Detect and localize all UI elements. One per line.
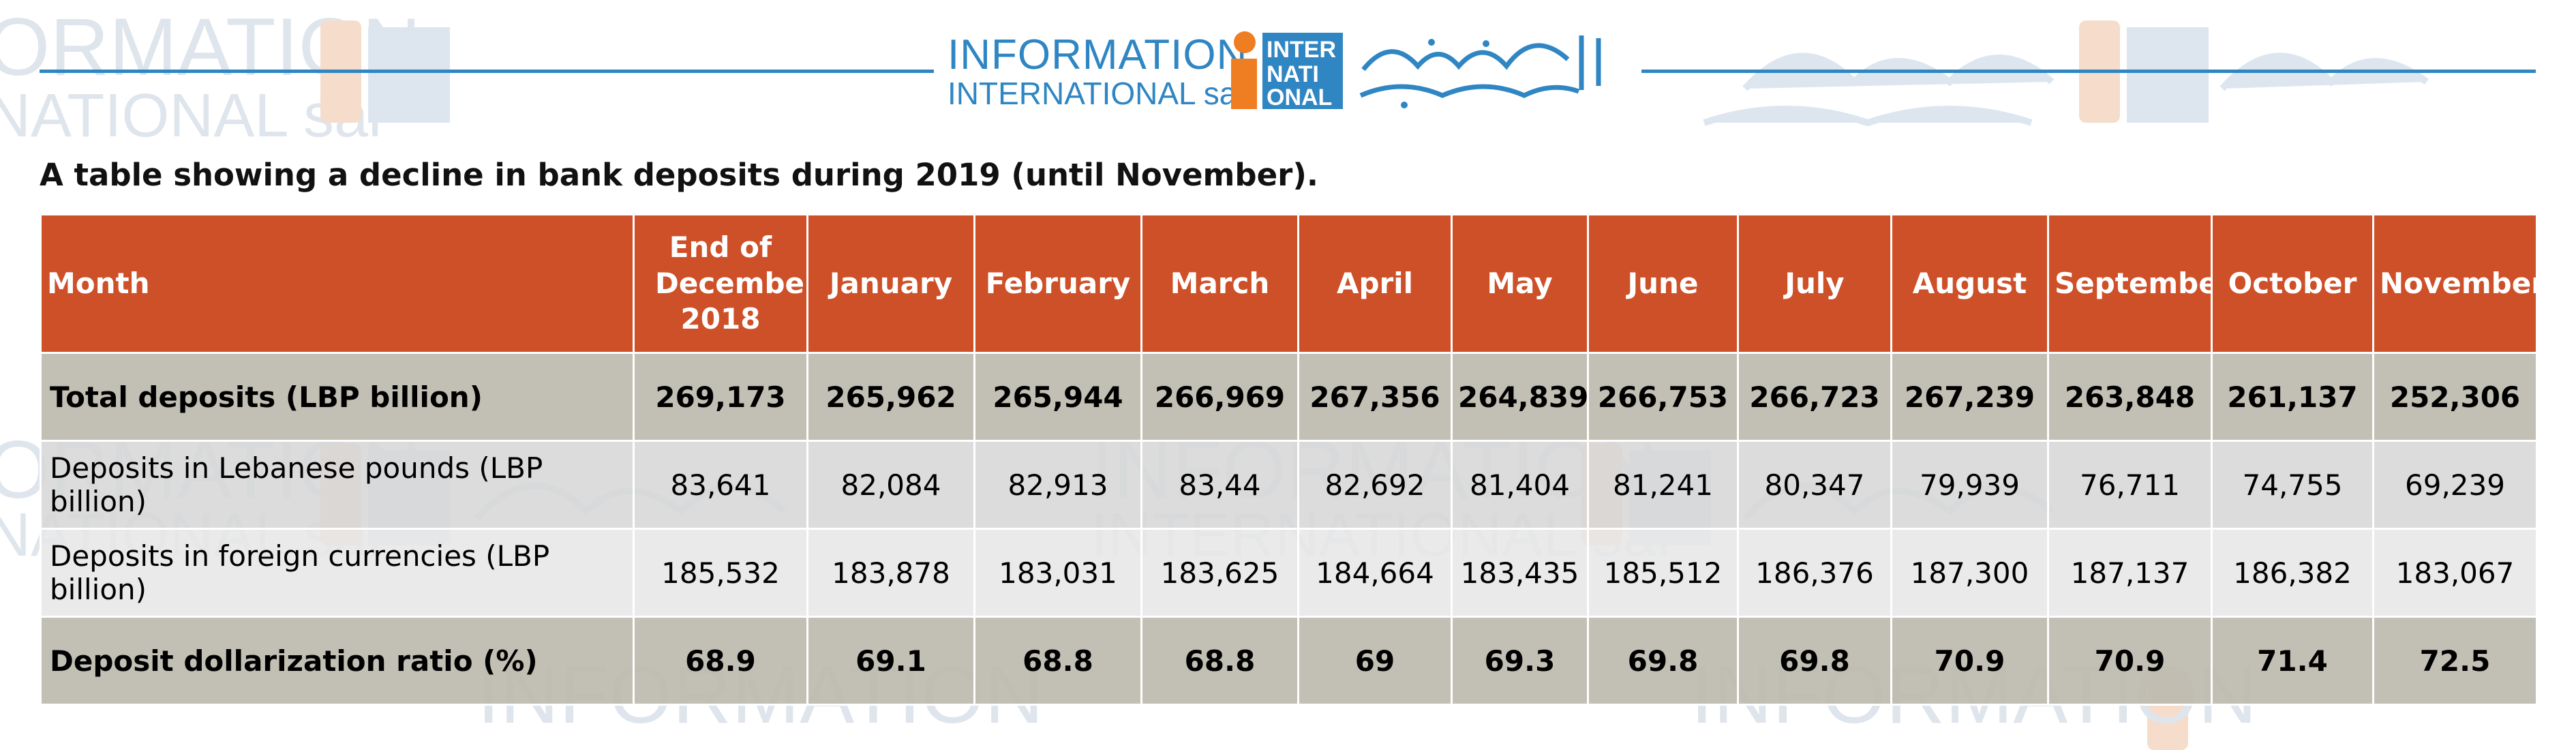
table-cell: 68.8	[1140, 616, 1299, 706]
table-cell: 186,382	[2211, 528, 2374, 618]
header-cell-january: January	[806, 213, 975, 354]
table-cell: 82,692	[1297, 440, 1453, 530]
table-cell: 70.9	[2047, 616, 2213, 706]
logo-mark-icon: INTER NATI ONAL	[1231, 31, 1601, 110]
table-cell: 72.5	[2372, 616, 2538, 706]
table-cell: 264,839	[1451, 352, 1589, 442]
table-cell: 186,376	[1737, 528, 1892, 618]
watermark-logo-top-left: ORMATION NATIONAL sal	[0, 1, 450, 150]
logo-mark-line-2: NATI	[1267, 61, 1319, 87]
table-cell: 80,347	[1737, 440, 1892, 530]
table-row-total-deposits: Total deposits (LBP billion) 269,173 265…	[40, 352, 2538, 442]
header-cell-june: June	[1587, 213, 1739, 354]
row-label: Deposit dollarization ratio (%)	[40, 616, 635, 706]
table-cell: 269,173	[633, 352, 808, 442]
table-cell: 187,300	[1890, 528, 2049, 618]
logo-line-2: INTERNATIONAL sal	[948, 76, 1244, 111]
logo-line-1: INFORMATION	[948, 31, 1248, 78]
header-cell-dec-2018: End of December 2018	[633, 213, 808, 354]
logo-international-block: INTER NATI ONAL	[1262, 33, 1343, 110]
table-cell: 81,241	[1587, 440, 1739, 530]
bank-deposits-table: Month End of December 2018 January Febru…	[40, 213, 2538, 706]
table-cell: 183,435	[1451, 528, 1589, 618]
header-cell-september: September	[2047, 213, 2213, 354]
table-cell: 76,711	[2047, 440, 2213, 530]
header-rule-left	[40, 70, 934, 73]
header-cell-november: November	[2372, 213, 2538, 354]
row-label: Deposits in Lebanese pounds (LBP billion…	[40, 440, 635, 530]
header-cell-month: Month	[40, 213, 635, 354]
table-header-row: Month End of December 2018 January Febru…	[40, 213, 2538, 354]
row-label: Total deposits (LBP billion)	[40, 352, 635, 442]
table-cell: 69	[1297, 616, 1453, 706]
table-cell: 183,067	[2372, 528, 2538, 618]
table-cell: 183,031	[973, 528, 1142, 618]
table-cell: 252,306	[2372, 352, 2538, 442]
information-international-logo: INFORMATION INTERNATIONAL sal INTER NATI…	[948, 29, 1629, 110]
logo-mark-line-1: INTER	[1267, 37, 1336, 63]
row-label: Deposits in foreign currencies (LBP bill…	[40, 528, 635, 618]
table-cell: 184,664	[1297, 528, 1453, 618]
table-cell: 183,878	[806, 528, 975, 618]
table-cell: 265,962	[806, 352, 975, 442]
header-rule-right	[1641, 70, 2536, 73]
table-cell: 185,532	[633, 528, 808, 618]
table-row-dollarization-ratio: Deposit dollarization ratio (%) 68.9 69.…	[40, 616, 2538, 706]
table-cell: 69.1	[806, 616, 975, 706]
table-cell: 267,239	[1890, 352, 2049, 442]
table-cell: 70.9	[1890, 616, 2049, 706]
table-cell: 83,44	[1140, 440, 1299, 530]
table-cell: 74,755	[2211, 440, 2374, 530]
table-cell: 266,723	[1737, 352, 1892, 442]
header-cell-july: July	[1737, 213, 1892, 354]
header-cell-may: May	[1451, 213, 1589, 354]
table-cell: 81,404	[1451, 440, 1589, 530]
logo-arabic-calligraphy	[1359, 35, 1601, 108]
table-row-lbp-deposits: Deposits in Lebanese pounds (LBP billion…	[40, 440, 2538, 530]
table-cell: 69.3	[1451, 616, 1589, 706]
table-cell: 266,969	[1140, 352, 1299, 442]
table-cell: 69.8	[1587, 616, 1739, 706]
table-cell: 69,239	[2372, 440, 2538, 530]
table-cell: 187,137	[2047, 528, 2213, 618]
table-cell: 82,913	[973, 440, 1142, 530]
svg-text:NATIONAL sal: NATIONAL sal	[0, 82, 382, 150]
header-cell-february: February	[973, 213, 1142, 354]
table-cell: 265,944	[973, 352, 1142, 442]
header-cell-march: March	[1140, 213, 1299, 354]
logo-mark-line-3: ONAL	[1267, 85, 1332, 110]
table-cell: 69.8	[1737, 616, 1892, 706]
table-caption: A table showing a decline in bank deposi…	[40, 157, 1318, 193]
table-row-foreign-currency-deposits: Deposits in foreign currencies (LBP bill…	[40, 528, 2538, 618]
logo-wordmark: INFORMATION INTERNATIONAL sal	[948, 31, 1248, 111]
watermark-logo-top-right	[1703, 20, 2429, 127]
table-cell: 83,641	[633, 440, 808, 530]
header-cell-august: August	[1890, 213, 2049, 354]
table-cell: 183,625	[1140, 528, 1299, 618]
table-cell: 68.8	[973, 616, 1142, 706]
header-cell-october: October	[2211, 213, 2374, 354]
table-cell: 82,084	[806, 440, 975, 530]
table-cell: 266,753	[1587, 352, 1739, 442]
table-cell: 267,356	[1297, 352, 1453, 442]
table-cell: 79,939	[1890, 440, 2049, 530]
table-cell: 71.4	[2211, 616, 2374, 706]
header-cell-april: April	[1297, 213, 1453, 354]
table-cell: 261,137	[2211, 352, 2374, 442]
table-cell: 185,512	[1587, 528, 1739, 618]
table-cell: 68.9	[633, 616, 808, 706]
logo-i-glyph	[1231, 31, 1257, 109]
table-cell: 263,848	[2047, 352, 2213, 442]
